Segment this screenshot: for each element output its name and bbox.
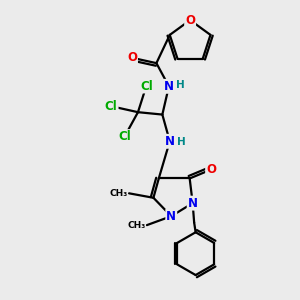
Text: Cl: Cl (105, 100, 118, 113)
Text: N: N (165, 135, 175, 148)
Text: Cl: Cl (140, 80, 153, 92)
Text: H: H (176, 80, 184, 90)
Text: Cl: Cl (118, 130, 131, 143)
Text: CH₃: CH₃ (127, 220, 146, 230)
Text: H: H (177, 137, 185, 147)
Text: O: O (206, 163, 216, 176)
Text: O: O (185, 14, 195, 27)
Text: N: N (166, 210, 176, 223)
Text: N: N (164, 80, 174, 93)
Text: CH₃: CH₃ (109, 189, 128, 198)
Text: N: N (188, 196, 198, 210)
Text: O: O (127, 51, 137, 64)
